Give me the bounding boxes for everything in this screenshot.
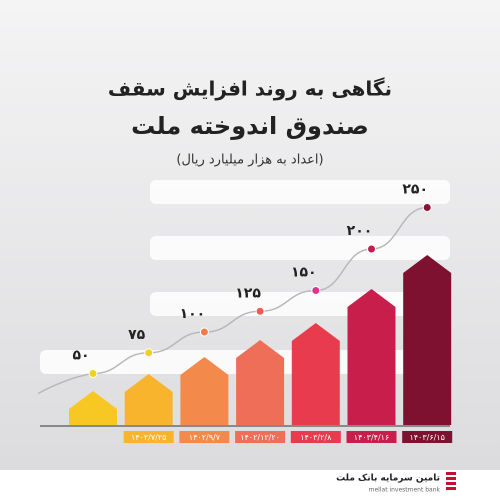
date-box [402, 431, 453, 443]
x-tick-label: ۱۴۰۳/۴/۱۶ [354, 433, 389, 442]
date-box [123, 431, 174, 443]
date-box [179, 431, 230, 443]
x-tick-label: ۱۴۰۲/۱۲/۲۰ [240, 433, 280, 442]
value-label: ۲۰۰ [347, 223, 373, 239]
value-label: ۱۰۰ [180, 306, 206, 322]
bar [124, 374, 173, 425]
bar [69, 391, 117, 425]
value-label: ۲۵۰ [402, 182, 428, 198]
date-box [290, 431, 341, 443]
trend-dot [367, 244, 376, 254]
bar [347, 289, 396, 425]
trend-dot [199, 327, 209, 337]
footer-brand: تامین سرمایه بانک ملت [336, 474, 440, 484]
chart-title: نگاهی به روند افزایش سقف [108, 77, 392, 101]
value-label: ۵۰ [72, 348, 89, 364]
bar [291, 323, 340, 425]
bar [403, 255, 452, 425]
x-tick-label: ۱۴۰۲/۹/۷ [189, 433, 221, 442]
x-tick-label: ۱۴۰۳/۲/۸ [300, 433, 332, 442]
trend-dot [88, 369, 98, 378]
x-tick-label: ۱۴۰۳/۶/۱۵ [409, 433, 444, 442]
date-box [235, 431, 286, 443]
bar [180, 357, 229, 425]
bar [236, 340, 285, 425]
footer-brand-en: mellat investment bank [369, 487, 441, 494]
value-label: ۱۲۵ [235, 285, 261, 301]
x-tick-label: ۱۴۰۲/۷/۲۵ [131, 433, 166, 442]
value-label: ۷۵ [128, 327, 146, 343]
footer-bg [0, 470, 500, 500]
trend-dot [255, 306, 265, 316]
date-box [346, 431, 397, 443]
unit-note: (اعداد به هزار میلیارد ریال) [176, 153, 323, 168]
trend-dot [422, 203, 432, 212]
chart-subtitle: صندوق اندوخته ملت [131, 112, 369, 140]
logo [446, 472, 456, 490]
value-label: ۱۵۰ [291, 265, 317, 281]
trend-dot [311, 286, 321, 295]
trend-dot [144, 348, 154, 358]
